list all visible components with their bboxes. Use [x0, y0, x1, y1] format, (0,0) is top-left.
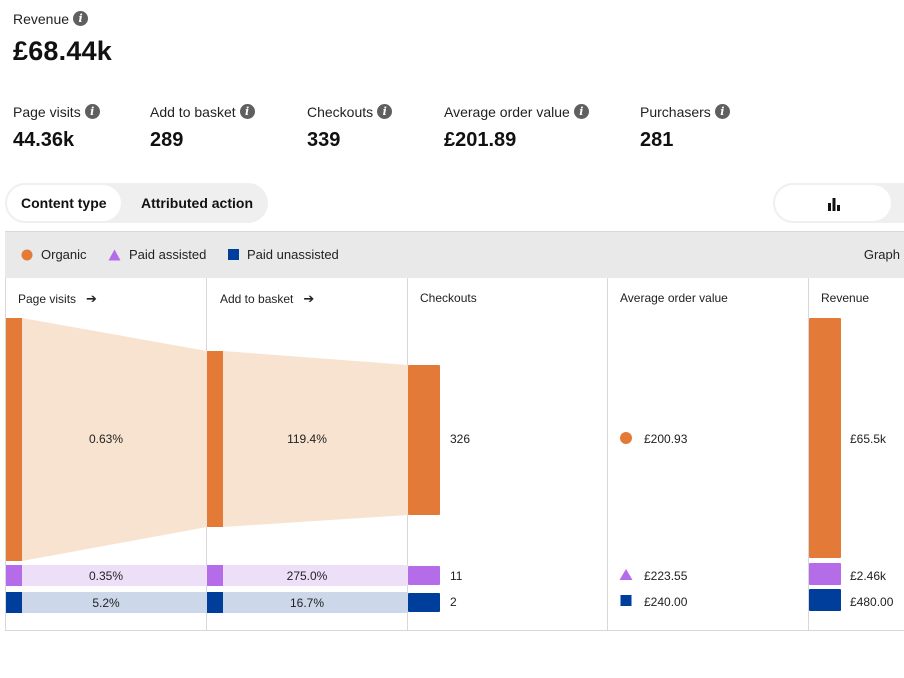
triangle-marker-icon [108, 249, 121, 261]
revenue-paid-unassisted: £480.00 [850, 595, 894, 609]
info-icon[interactable]: i [377, 103, 393, 119]
legend-paid-unassisted[interactable]: Paid unassisted [228, 247, 339, 262]
column-header-page-visits: Page visits ➔ [18, 291, 97, 307]
column-header-label: Average order value [620, 291, 728, 305]
bar-chart-icon [828, 198, 840, 211]
rate-paid-unassisted-basket-to-checkout: 16.7% [290, 596, 324, 610]
column-header-label: Checkouts [420, 291, 477, 305]
kpi-average-order-value: Average order value i £201.89 [444, 103, 589, 152]
flow-band-paid-unassisted-visits-to-basket [22, 592, 207, 613]
aov-organic: £200.93 [644, 432, 688, 446]
column-header-average-order-value: Average order value [620, 291, 728, 305]
bar-organic-checkouts[interactable] [408, 365, 440, 515]
legend-label: Organic [41, 247, 87, 262]
bar-paid-assisted-revenue[interactable] [809, 563, 841, 585]
aov-paid-assisted: £223.55 [644, 569, 688, 583]
bar-paid-assisted-add-to-basket[interactable] [207, 565, 223, 586]
kpi-value: 339 [307, 128, 341, 151]
info-icon[interactable]: i [73, 10, 89, 26]
checkouts-paid-unassisted: 2 [450, 595, 457, 609]
aov-paid-unassisted: £240.00 [644, 595, 688, 609]
kpi-label: Average order value [444, 104, 570, 120]
kpi-add-to-basket: Add to basket i 289 [150, 103, 255, 152]
kpi-label: Add to basket [150, 104, 236, 120]
flow-panel [5, 278, 904, 631]
rate-paid-assisted-visits-to-basket: 0.35% [89, 569, 123, 583]
checkouts-paid-assisted: 11 [450, 569, 463, 583]
flow-band-paid-unassisted-basket-to-checkout [223, 592, 408, 613]
arrow-right-icon: ➔ [303, 291, 315, 306]
kpi-label: Checkouts [307, 104, 374, 120]
legend-paid-assisted[interactable]: Paid assisted [108, 247, 206, 262]
column-header-label: Add to basket [220, 292, 294, 306]
bar-paid-unassisted-revenue[interactable] [809, 589, 841, 611]
legend-bar: Organic Paid assisted Paid unassisted Gr… [5, 231, 904, 278]
legend-label: Paid unassisted [247, 247, 339, 262]
triangle-marker-icon [619, 569, 633, 580]
column-header-revenue: Revenue [821, 291, 869, 305]
square-marker-icon [228, 249, 239, 261]
bar-paid-unassisted-checkouts[interactable] [408, 593, 440, 612]
kpi-purchasers: Purchasers i 281 [640, 103, 730, 152]
kpi-value: £201.89 [444, 128, 517, 151]
graph-label: Graph [863, 247, 900, 262]
rate-paid-unassisted-visits-to-basket: 5.2% [92, 596, 120, 610]
info-icon[interactable]: i [84, 103, 100, 119]
tab-attributed-action[interactable]: Attributed action [141, 195, 253, 211]
circle-marker-icon [21, 249, 33, 261]
bar-paid-unassisted-add-to-basket[interactable] [207, 592, 223, 613]
bar-organic-page-visits[interactable] [6, 318, 22, 561]
bar-organic-revenue[interactable] [809, 318, 841, 558]
column-header-label: Page visits [18, 292, 77, 306]
column-divider [808, 278, 809, 631]
revenue-label: Revenue i [13, 10, 89, 28]
flow-band-organic-basket-to-checkout [223, 351, 408, 527]
revenue-value: £68.44k [13, 36, 112, 66]
arrow-right-icon: ➔ [86, 291, 97, 306]
bar-paid-unassisted-page-visits[interactable] [6, 592, 22, 613]
kpi-label: Page visits [13, 104, 81, 120]
circle-marker-icon [620, 432, 632, 444]
rate-organic-basket-to-checkout: 119.4% [287, 432, 327, 446]
info-icon[interactable]: i [239, 103, 255, 119]
legend-label: Paid assisted [129, 247, 207, 262]
info-icon[interactable]: i [573, 103, 589, 119]
square-marker-icon [620, 595, 632, 606]
view-toggle [773, 183, 904, 223]
column-header-add-to-basket: Add to basket ➔ [220, 291, 314, 307]
kpi-checkouts: Checkouts i 339 [307, 103, 393, 152]
segment-tabs: Content type Attributed action [5, 183, 268, 223]
tab-content-type[interactable]: Content type [7, 185, 121, 221]
bar-organic-add-to-basket[interactable] [207, 351, 223, 527]
revenue-organic: £65.5k [850, 432, 887, 446]
column-divider [607, 278, 608, 631]
bar-chart-view-button[interactable] [775, 185, 891, 221]
kpi-value: 281 [640, 128, 674, 151]
column-header-label: Revenue [821, 291, 870, 305]
kpi-value: 44.36k [13, 128, 75, 151]
legend-organic[interactable]: Organic [21, 247, 87, 262]
kpi-value: 289 [150, 128, 184, 151]
kpi-label: Purchasers [640, 104, 711, 120]
kpi-page-visits: Page visits i 44.36k [13, 103, 100, 152]
column-header-checkouts: Checkouts [420, 291, 477, 305]
info-icon[interactable]: i [714, 103, 730, 119]
revenue-label-text: Revenue [13, 11, 70, 27]
checkouts-organic: 326 [450, 432, 470, 446]
rate-organic-visits-to-basket: 0.63% [89, 432, 123, 446]
bar-paid-assisted-checkouts[interactable] [408, 566, 440, 585]
bar-paid-assisted-page-visits[interactable] [6, 565, 22, 586]
flow-band-paid-assisted-visits-to-basket [22, 565, 207, 586]
revenue-paid-assisted: £2.46k [850, 569, 887, 583]
flow-band-organic-visits-to-basket [22, 318, 207, 561]
flow-band-paid-assisted-basket-to-checkout [223, 565, 408, 586]
rate-paid-assisted-basket-to-checkout: 275.0% [287, 569, 328, 583]
